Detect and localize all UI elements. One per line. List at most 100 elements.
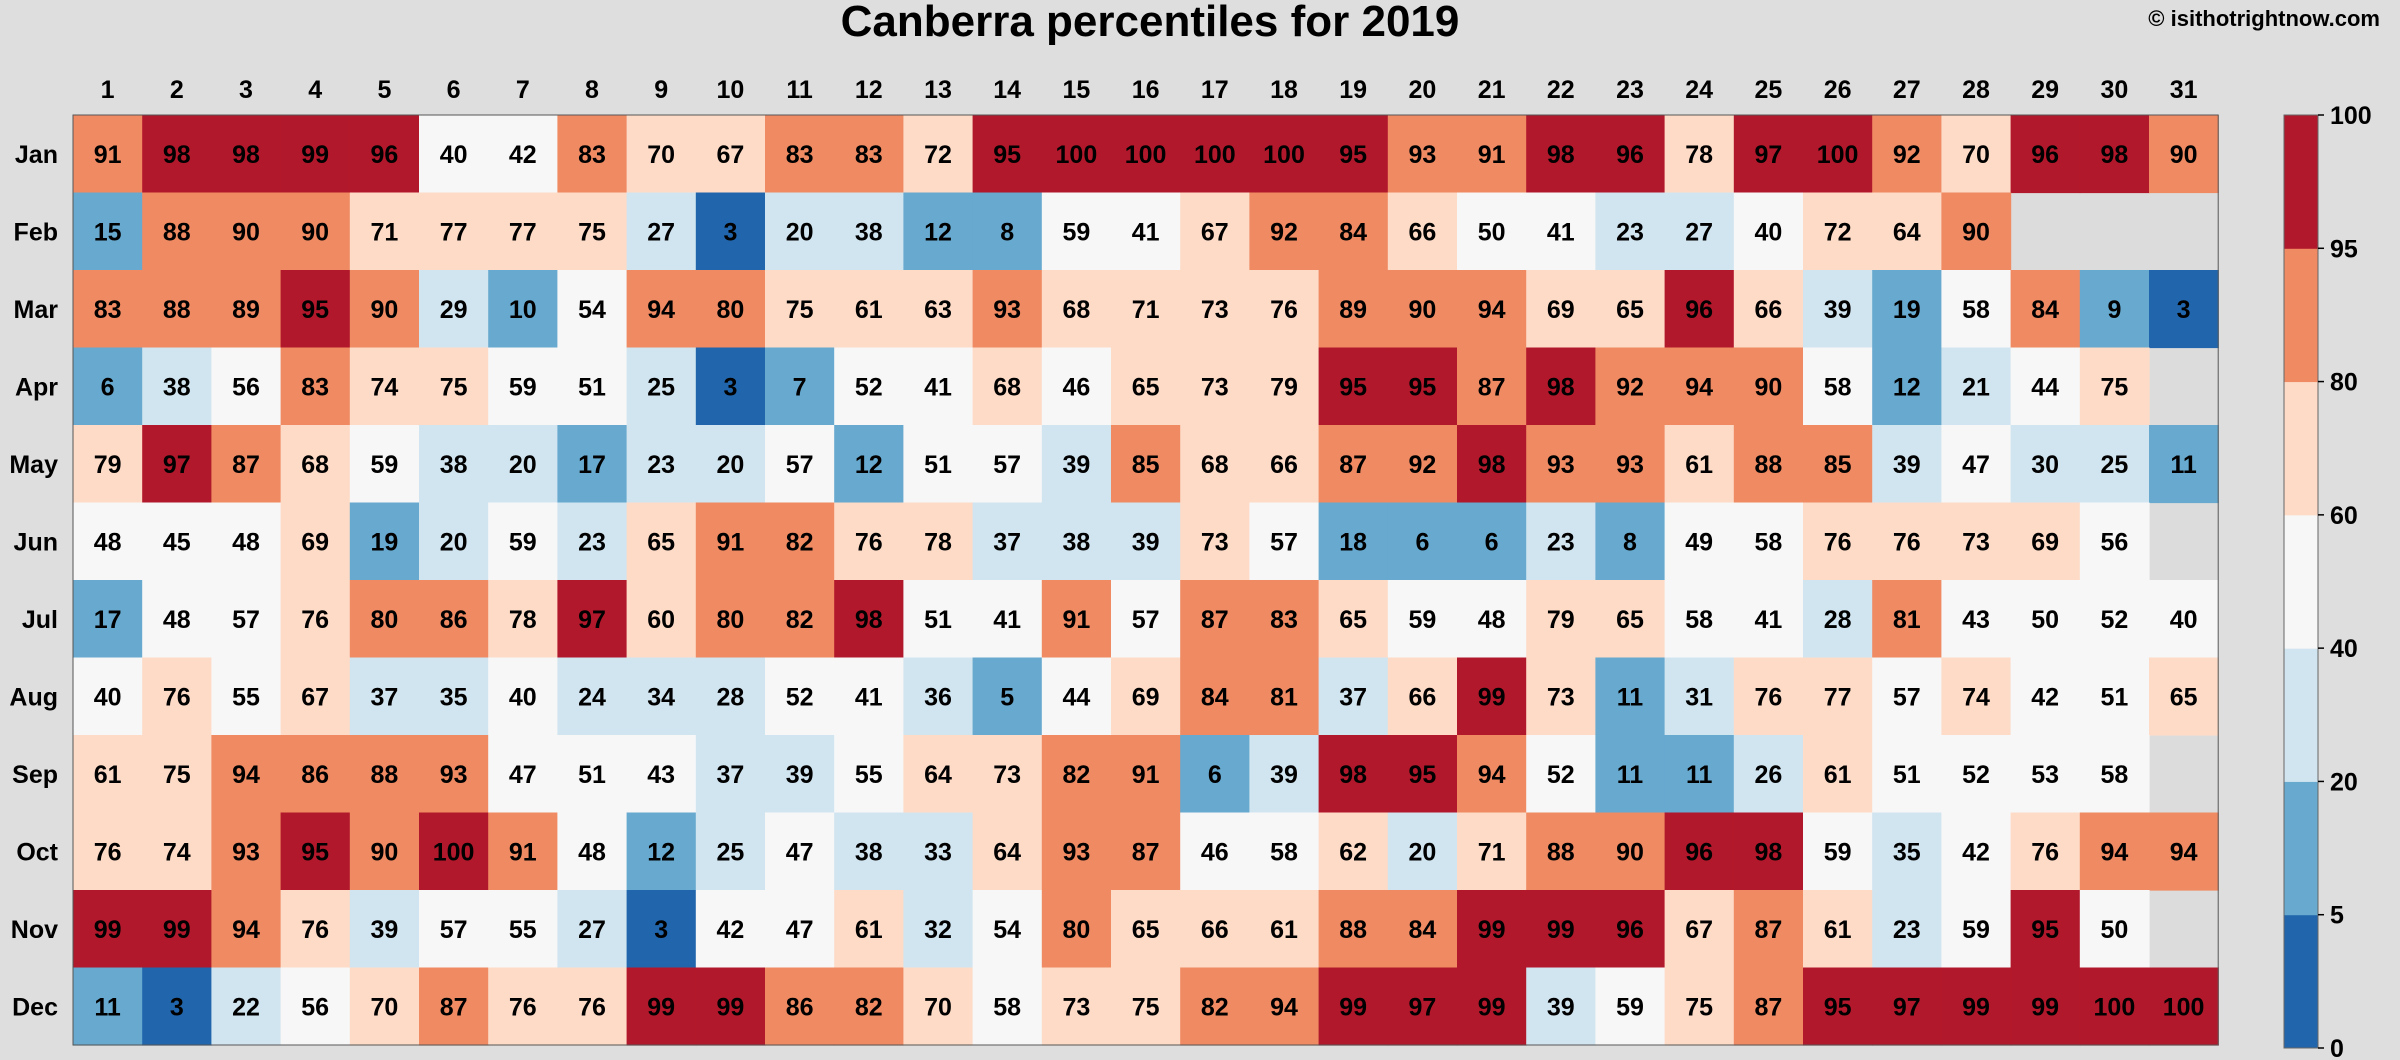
cell-value-label: 73 (993, 761, 1021, 789)
heatmap-cell (1803, 812, 1873, 891)
cell-value-label: 90 (370, 296, 398, 324)
cell-value-label: 99 (94, 916, 122, 944)
x-tick-label: 2 (170, 76, 184, 104)
heatmap-cell (765, 425, 835, 504)
heatmap-cell (903, 270, 974, 349)
x-tick-label: 24 (1685, 76, 1713, 104)
cell-value-label: 25 (2100, 451, 2128, 479)
heatmap-cell (1595, 657, 1666, 736)
cell-value-label: 19 (1893, 296, 1921, 324)
y-tick-label: Jul (22, 606, 58, 634)
heatmap-cell (1387, 580, 1458, 659)
heatmap-cell (1249, 735, 1320, 814)
heatmap-cell (1041, 502, 1112, 581)
heatmap-cell (1318, 890, 1389, 969)
heatmap-cell (2149, 967, 2219, 1046)
heatmap-cell (1595, 890, 1666, 969)
heatmap-cell (1941, 580, 2012, 659)
cell-value-label: 65 (1616, 606, 1644, 634)
cell-value-label: 50 (1478, 218, 1506, 246)
heatmap-cell (1733, 502, 1804, 581)
cell-value-label: 38 (163, 373, 191, 401)
cell-value-label: 87 (1754, 916, 1782, 944)
heatmap-cell (1664, 580, 1735, 659)
cell-value-label: 73 (1201, 296, 1229, 324)
cell-value-label: 93 (232, 838, 260, 866)
cell-value-label: 82 (1062, 761, 1090, 789)
cell-value-label: 92 (1270, 218, 1298, 246)
cell-value-label: 59 (1408, 606, 1436, 634)
cell-value-label: 87 (1754, 993, 1782, 1021)
heatmap-cell (280, 502, 351, 581)
cell-value-label: 70 (924, 993, 952, 1021)
cell-value-label: 97 (1754, 141, 1782, 169)
cell-value-label: 64 (924, 761, 952, 789)
heatmap-cell (142, 347, 212, 426)
heatmap-cell (349, 967, 420, 1046)
cell-value-label: 76 (1893, 528, 1921, 556)
cell-value-label: 57 (440, 916, 468, 944)
heatmap-cell (1249, 192, 1320, 271)
heatmap-cell (142, 890, 212, 969)
cell-value-label: 100 (433, 838, 475, 866)
cell-value-label: 39 (370, 916, 398, 944)
heatmap-cell (626, 192, 697, 271)
cell-value-label: 65 (2170, 683, 2198, 711)
cell-value-label: 82 (786, 528, 814, 556)
heatmap-cell (1526, 270, 1596, 349)
heatmap-cell (765, 890, 835, 969)
heatmap-cell (1180, 502, 1250, 581)
cell-value-label: 80 (1062, 916, 1090, 944)
x-tick-label: 19 (1339, 76, 1367, 104)
cell-value-label: 98 (1754, 838, 1782, 866)
heatmap-cell (2010, 115, 2081, 194)
heatmap-cell (142, 735, 212, 814)
cell-value-label: 88 (163, 218, 191, 246)
cell-value-label: 40 (94, 683, 122, 711)
heatmap-cell (1941, 347, 2012, 426)
heatmap-cell (349, 735, 420, 814)
heatmap-cell (903, 812, 974, 891)
cell-value-label: 45 (163, 528, 191, 556)
heatmap-cell (557, 192, 628, 271)
y-tick-label: Sep (12, 761, 58, 789)
heatmap-cell (1318, 735, 1389, 814)
cell-value-label: 66 (1408, 683, 1436, 711)
cell-value-label: 47 (786, 916, 814, 944)
heatmap-cell (2079, 890, 2150, 969)
cell-value-label: 99 (716, 993, 744, 1021)
cell-value-label: 96 (1685, 838, 1713, 866)
cell-value-label: 71 (1132, 296, 1160, 324)
cell-value-label: 99 (1478, 916, 1506, 944)
cell-value-label: 78 (924, 528, 952, 556)
cell-value-label: 54 (993, 916, 1021, 944)
heatmap-cell (1595, 347, 1666, 426)
x-tick-label: 26 (1824, 76, 1852, 104)
x-axis: 1 2 3 4 5 6 7 8 9 10 11 12 13 14 15 16 17 18 19 20 21 22 23 24 2… (101, 76, 2198, 104)
heatmap-cell (2079, 967, 2150, 1046)
plot-border (72, 114, 2219, 1046)
heatmap-cell (1526, 347, 1596, 426)
cell-value-label: 99 (647, 993, 675, 1021)
cell-value-label: 82 (786, 606, 814, 634)
cell-value-label: 3 (723, 373, 737, 401)
heatmap-cell (765, 812, 835, 891)
cell-value-label: 69 (301, 528, 329, 556)
heatmap-cell (2079, 735, 2150, 814)
chart-title: Canberra percentiles for 2019 (840, 0, 1460, 46)
y-tick-label: May (9, 451, 58, 479)
y-tick-label: Aug (9, 683, 58, 711)
heatmap-cell (1111, 192, 1181, 271)
cell-value-label: 65 (1132, 916, 1160, 944)
heatmap-cell (972, 115, 1043, 194)
cell-value-label: 59 (1962, 916, 1990, 944)
cell-value-label: 73 (1062, 993, 1090, 1021)
cell-value-label: 57 (1270, 528, 1298, 556)
heatmap-cell (1595, 812, 1666, 891)
cell-value-label: 97 (1893, 993, 1921, 1021)
heatmap-cell (2010, 735, 2081, 814)
heatmap-cell (419, 890, 489, 969)
heatmap-cell (1387, 347, 1458, 426)
colorbar-tick-label: 80 (2330, 369, 2358, 397)
colorbar-band (2284, 781, 2318, 916)
